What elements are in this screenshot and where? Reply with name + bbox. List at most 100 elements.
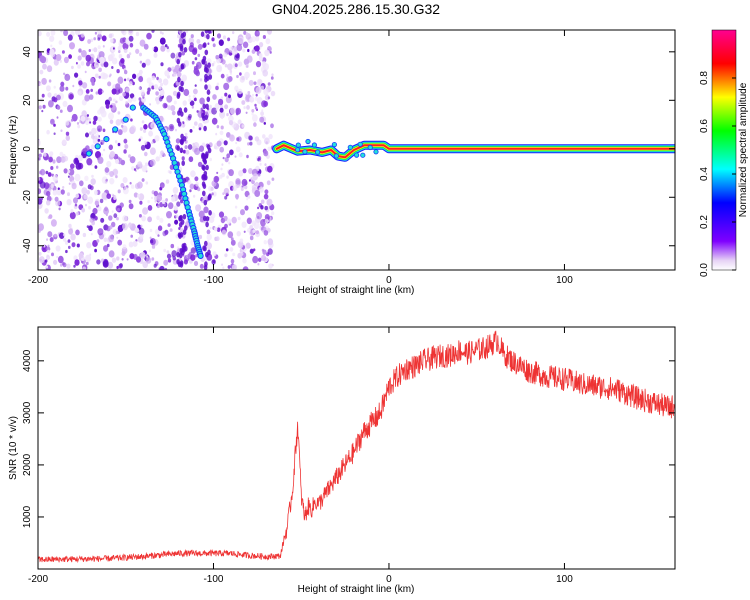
noise-speckle — [180, 86, 184, 93]
noise-speckle — [143, 124, 148, 130]
noise-speckle — [184, 225, 188, 231]
noise-speckle — [88, 94, 94, 100]
noise-speckle — [223, 187, 230, 195]
noise-speckle — [177, 34, 181, 39]
noise-speckle — [198, 210, 205, 219]
noise-speckle — [73, 255, 78, 261]
noise-speckle — [78, 80, 83, 86]
noise-speckle — [243, 106, 246, 110]
noise-speckle — [74, 173, 81, 182]
noise-speckle — [230, 237, 234, 241]
noise-speckle — [130, 184, 135, 189]
noise-speckle — [55, 245, 61, 252]
noise-speckle — [99, 198, 104, 204]
carrier-point — [311, 142, 317, 148]
noise-speckle — [159, 89, 165, 97]
branch-point — [103, 136, 110, 143]
noise-speckle — [218, 211, 225, 218]
noise-speckle — [178, 51, 182, 58]
noise-speckle — [53, 132, 56, 135]
noise-speckle — [88, 225, 93, 232]
noise-speckle — [203, 199, 208, 206]
noise-speckle — [126, 54, 131, 59]
noise-speckle — [129, 181, 132, 185]
noise-speckle — [95, 91, 99, 95]
noise-speckle — [265, 38, 271, 45]
noise-speckle — [125, 87, 130, 93]
noise-speckle — [126, 258, 129, 261]
noise-speckle — [97, 45, 101, 50]
noise-speckle — [86, 225, 90, 229]
colorbar-label: Normalized spectral amplitude — [738, 82, 749, 217]
noise-speckle — [96, 259, 101, 265]
noise-speckle — [261, 109, 264, 112]
noise-speckle — [154, 135, 160, 142]
noise-speckle — [156, 215, 160, 220]
noise-speckle — [199, 97, 205, 105]
carrier-point — [331, 142, 337, 148]
noise-speckle — [63, 30, 69, 36]
x-tick-label: 100 — [556, 574, 573, 585]
noise-speckle — [252, 255, 259, 264]
noise-speckle — [206, 89, 211, 95]
noise-speckle — [114, 158, 120, 164]
noise-speckle — [51, 252, 54, 257]
noise-speckle — [120, 183, 125, 188]
noise-speckle — [235, 146, 241, 153]
noise-speckle — [215, 132, 218, 136]
noise-speckle — [257, 262, 260, 266]
noise-speckle — [228, 169, 234, 177]
noise-speckle — [103, 245, 109, 252]
noise-speckle — [81, 50, 87, 58]
noise-speckle — [173, 100, 177, 105]
noise-speckle — [177, 110, 181, 116]
noise-speckle — [155, 91, 159, 96]
y-tick-label: -40 — [22, 238, 33, 253]
noise-speckle — [85, 89, 90, 94]
noise-speckle — [123, 138, 128, 144]
noise-speckle — [207, 147, 212, 154]
noise-speckle — [268, 263, 273, 269]
colorbar-tick-label: 0.6 — [699, 119, 710, 133]
noise-speckle — [74, 259, 80, 266]
noise-speckle — [226, 76, 232, 83]
noise-speckle — [60, 30, 63, 33]
noise-speckle — [57, 187, 60, 190]
noise-speckle — [115, 230, 119, 235]
x-tick-label: 0 — [386, 574, 392, 585]
noise-speckle — [91, 48, 94, 52]
noise-speckle — [230, 258, 235, 264]
noise-speckle — [70, 209, 74, 213]
noise-speckle — [109, 225, 113, 230]
noise-speckle — [206, 84, 212, 91]
noise-speckle — [94, 31, 97, 35]
noise-speckle — [166, 211, 172, 219]
noise-speckle — [249, 235, 254, 241]
noise-speckle — [160, 150, 164, 155]
noise-speckle — [206, 233, 212, 241]
noise-speckle — [194, 121, 198, 126]
noise-speckle — [254, 136, 260, 142]
noise-speckle — [64, 240, 69, 245]
noise-speckle — [108, 75, 111, 78]
noise-speckle — [224, 92, 228, 97]
noise-speckle — [221, 229, 227, 236]
noise-speckle — [56, 116, 59, 119]
noise-speckle — [122, 186, 129, 195]
noise-speckle — [192, 126, 195, 129]
noise-speckle — [76, 122, 80, 125]
noise-speckle — [180, 111, 184, 117]
noise-speckle — [267, 248, 273, 255]
noise-speckle — [165, 198, 169, 202]
noise-speckle — [264, 189, 269, 195]
noise-speckle — [235, 89, 238, 93]
noise-speckle — [80, 33, 85, 38]
noise-speckle — [195, 70, 200, 77]
noise-speckle — [227, 37, 231, 42]
noise-speckle — [96, 62, 99, 66]
noise-speckle — [153, 190, 159, 197]
noise-speckle — [49, 48, 55, 56]
noise-speckle — [113, 196, 117, 201]
noise-speckle — [263, 100, 269, 107]
snr-xlabel: Height of straight line (km) — [298, 584, 415, 595]
